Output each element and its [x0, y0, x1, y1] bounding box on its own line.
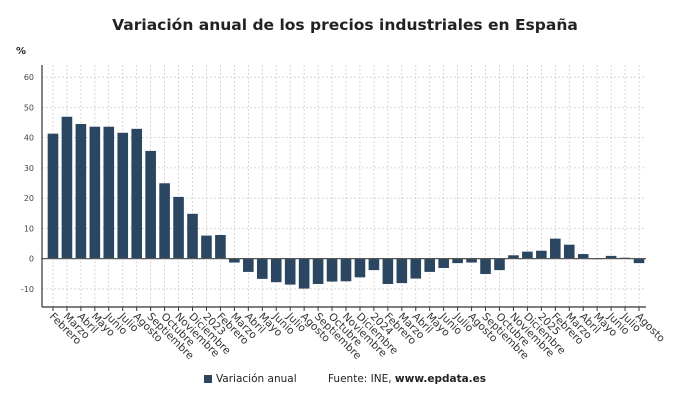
y-axis-unit: % — [16, 46, 27, 57]
source-link[interactable]: www.epdata.es — [394, 373, 487, 385]
bar — [117, 132, 129, 259]
bar — [47, 133, 59, 259]
bar — [424, 258, 436, 272]
bar — [536, 250, 547, 259]
y-tick-label: 30 — [24, 164, 34, 173]
bar — [326, 258, 338, 282]
bar — [382, 258, 394, 285]
bar — [480, 258, 491, 275]
bar — [159, 183, 170, 259]
source: Fuente: INE, www.epdata.es — [328, 373, 486, 385]
bar — [89, 126, 101, 259]
legend: Variación anual Fuente: INE, www.epdata.… — [0, 373, 690, 385]
y-tick-label: 50 — [24, 103, 34, 112]
bar — [550, 238, 561, 259]
y-tick-label: -10 — [21, 285, 34, 294]
bar — [368, 258, 380, 271]
y-tick-label: 20 — [24, 194, 34, 203]
y-tick-label: 0 — [29, 255, 34, 264]
bar — [270, 258, 282, 283]
bar — [229, 258, 240, 263]
legend-swatch — [203, 375, 212, 383]
bar — [452, 258, 463, 264]
bar — [256, 258, 268, 279]
bar — [298, 258, 310, 289]
bar — [145, 150, 156, 259]
bar — [340, 258, 352, 282]
bar — [61, 116, 73, 259]
bar — [187, 213, 198, 259]
bar — [563, 244, 575, 259]
y-tick-label: 10 — [24, 224, 34, 233]
bar — [284, 258, 296, 285]
bar — [522, 251, 533, 259]
bar — [173, 196, 184, 259]
bar — [243, 258, 254, 272]
bar — [633, 258, 645, 264]
bar — [396, 258, 408, 284]
source-prefix: Fuente: INE, — [327, 373, 395, 385]
bar — [215, 235, 226, 259]
bar — [131, 128, 142, 259]
y-tick-label: 40 — [24, 134, 34, 143]
bar — [410, 258, 422, 279]
bar — [354, 258, 366, 278]
y-tick-label: 60 — [24, 73, 34, 82]
bar — [103, 126, 115, 259]
bar — [605, 255, 617, 259]
bar — [438, 258, 449, 268]
legend-label: Variación anual — [215, 373, 297, 385]
bar — [466, 258, 477, 263]
bar — [201, 235, 212, 259]
bar — [75, 123, 87, 259]
bar — [508, 255, 519, 259]
bar — [312, 258, 324, 285]
bar — [577, 254, 589, 259]
chart-title: Variación anual de los precios industria… — [112, 16, 578, 34]
bar — [494, 258, 505, 271]
